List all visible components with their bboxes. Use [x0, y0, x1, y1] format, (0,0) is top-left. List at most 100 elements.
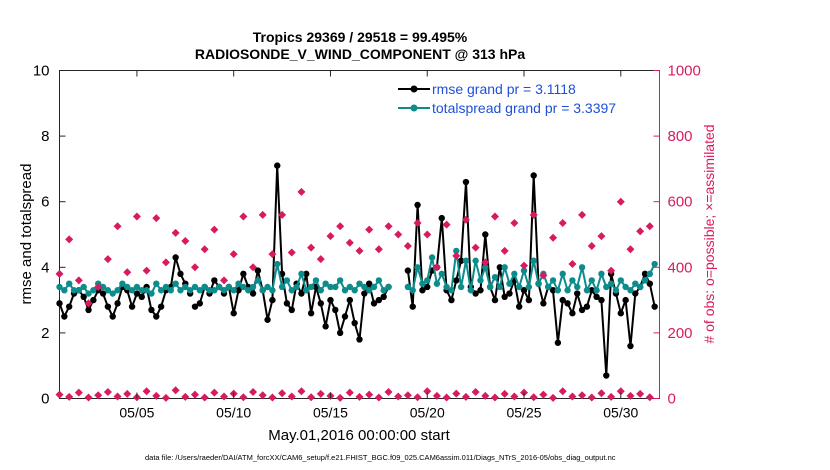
possible-marker [636, 227, 645, 236]
possible-marker [510, 219, 519, 228]
totalspread-point [172, 280, 179, 287]
possible-marker [307, 243, 316, 252]
rmse-point [249, 290, 257, 297]
possible-marker [65, 235, 74, 244]
rmse-point [457, 257, 465, 264]
totalspread-point [356, 280, 363, 287]
totalspread-point [545, 283, 552, 291]
rmse-point [148, 306, 155, 314]
totalspread-point [428, 254, 436, 261]
totalspread-point [535, 280, 542, 287]
totalspread-point [593, 287, 600, 294]
rmse-point [549, 287, 557, 294]
assimilated-marker [297, 387, 306, 396]
rmse-point [254, 267, 262, 274]
totalspread-point [206, 287, 213, 294]
totalspread-point [138, 287, 145, 294]
assimilated-marker [452, 389, 461, 398]
chart-title-line1: Tropics 29369 / 29518 = 99.495% [253, 29, 468, 45]
totalspread-point [288, 287, 295, 294]
possible-marker [268, 250, 277, 259]
possible-marker [568, 260, 577, 269]
footnote: data file: /Users/raeder/DAI/ATM_forcXX/… [145, 453, 616, 462]
totalspread-point [278, 283, 286, 291]
y-right-tick-label: 600 [668, 194, 693, 211]
totalspread-point [283, 277, 291, 284]
assimilated-marker [549, 393, 558, 402]
possible-marker [403, 241, 412, 250]
possible-marker [549, 233, 558, 242]
possible-marker [113, 222, 122, 231]
rmse-point [520, 287, 528, 294]
possible-marker [161, 258, 170, 267]
totalspread-point [65, 280, 73, 287]
assimilated-marker [461, 392, 470, 401]
possible-marker [278, 210, 287, 219]
rmse-point [419, 287, 426, 294]
rmse-point [530, 172, 537, 179]
possible-marker [442, 220, 451, 229]
possible-marker [645, 222, 654, 231]
legend-spread-marker [410, 104, 418, 112]
y-right-tick-label: 400 [668, 259, 693, 276]
series-possible [55, 187, 654, 308]
totalspread-point [56, 283, 63, 291]
totalspread-point [627, 287, 634, 294]
totalspread-point [457, 283, 465, 291]
rmse-point [172, 254, 179, 261]
totalspread-point [70, 287, 78, 294]
rmse-point [104, 303, 112, 310]
possible-marker [355, 246, 364, 255]
rmse-point [622, 296, 629, 304]
totalspread-point [293, 283, 300, 291]
y-right-tick-label: 200 [668, 325, 693, 342]
assimilated-marker [510, 392, 519, 401]
totalspread-point [225, 283, 233, 291]
rmse-point [641, 270, 649, 278]
legend-spread-label: totalspread grand pr = 3.3397 [432, 100, 616, 116]
totalspread-point [598, 270, 605, 278]
totalspread-point [433, 280, 441, 287]
rmse-point [588, 287, 595, 294]
y-right-tick-label: 1000 [668, 63, 701, 80]
totalspread-point [303, 287, 310, 294]
totalspread-point [249, 283, 257, 291]
rmse-point [404, 267, 412, 274]
rmse-point [283, 300, 291, 307]
assimilated-marker [636, 389, 645, 398]
possible-marker [626, 245, 635, 254]
totalspread-point [182, 283, 189, 291]
possible-marker [190, 263, 199, 272]
rmse-point [211, 277, 218, 284]
axes-group: 05/05 05/10 05/15 05/20 05/25 05/30 0 2 4 6 8 10 0 20… [33, 63, 701, 421]
possible-marker [587, 241, 596, 250]
rmse-point [540, 300, 547, 307]
rmse-point [109, 313, 116, 320]
rmse-point [99, 290, 107, 297]
possible-marker [384, 222, 393, 231]
assimilated-marker [142, 387, 151, 396]
totalspread-point [75, 287, 83, 294]
assimilated-marker [403, 391, 412, 400]
totalspread-point [128, 287, 136, 294]
assimilated-marker [65, 392, 74, 401]
totalspread-point [312, 277, 320, 284]
totalspread-point [274, 260, 281, 268]
rmse-point [370, 300, 378, 307]
y-left-tick-label: 10 [33, 63, 50, 80]
rmse-point [346, 296, 354, 304]
possible-marker [142, 266, 151, 275]
totalspread-point [201, 283, 208, 291]
assimilated-marker [287, 392, 296, 401]
rmse-point [559, 296, 566, 304]
totalspread-point [612, 287, 620, 294]
rmse-point [603, 372, 610, 379]
assimilated-marker [152, 391, 161, 400]
y-axis-label-right: # of obs: o=possible; ×=assimilated [701, 124, 717, 343]
assimilated-marker [161, 393, 170, 402]
possible-marker [616, 197, 625, 206]
rmse-point [307, 310, 315, 317]
assimilated-marker [413, 393, 422, 402]
chart-title-line2: RADIOSONDE_V_WIND_COMPONENT @ 313 hPa [195, 46, 525, 62]
